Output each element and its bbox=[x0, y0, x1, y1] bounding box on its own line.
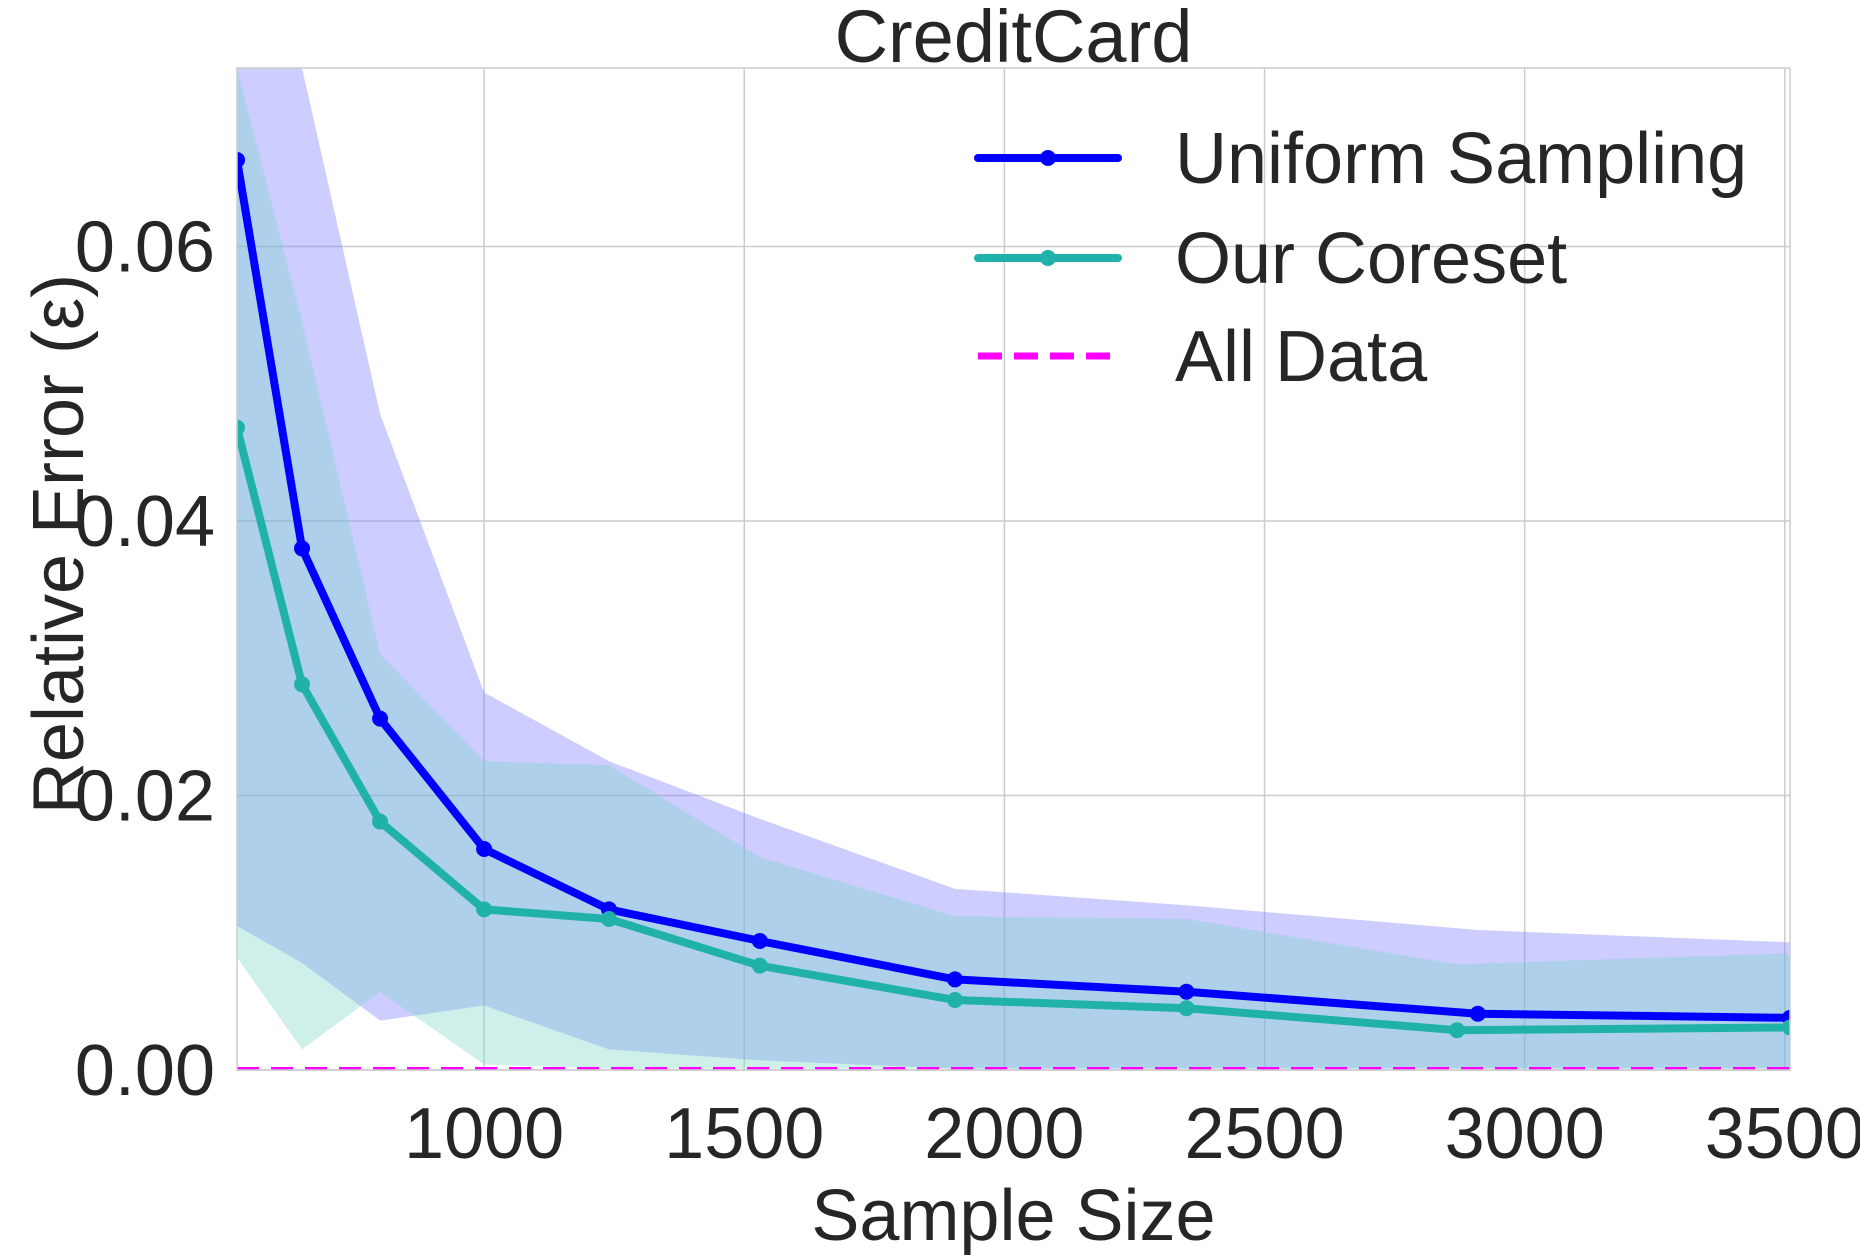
x-tick-labels: 1000 1500 2000 2500 3000 3500 bbox=[404, 1094, 1860, 1174]
y-tick-label: 0.00 bbox=[75, 1031, 215, 1111]
data-point bbox=[946, 971, 963, 988]
data-point bbox=[237, 419, 245, 436]
y-axis-label: Relative Error (ε) bbox=[19, 274, 99, 814]
legend: Uniform Sampling Our Coreset All Data bbox=[974, 119, 1747, 397]
legend-label: Uniform Sampling bbox=[1175, 119, 1747, 199]
data-point bbox=[1178, 1000, 1195, 1017]
data-point bbox=[600, 911, 617, 928]
legend-label: All Data bbox=[1175, 317, 1428, 397]
series-markers bbox=[237, 151, 1790, 1039]
confidence-band bbox=[237, 68, 1790, 1069]
data-point bbox=[1178, 983, 1195, 1000]
x-tick-label: 3000 bbox=[1445, 1094, 1605, 1174]
data-point bbox=[476, 841, 493, 858]
x-axis-label: Sample Size bbox=[811, 1176, 1215, 1255]
data-point bbox=[476, 901, 493, 918]
y-tick-labels: 0.00 0.02 0.04 0.06 bbox=[75, 207, 215, 1111]
series-line bbox=[237, 423, 1790, 1035]
x-tick-label: 3500 bbox=[1705, 1094, 1860, 1174]
legend-marker bbox=[1040, 250, 1056, 266]
plot-frame bbox=[236, 67, 1791, 1071]
data-point bbox=[237, 151, 245, 168]
y-tick-label: 0.04 bbox=[75, 482, 215, 562]
x-tick-label: 1500 bbox=[664, 1094, 824, 1174]
data-point bbox=[1469, 1005, 1486, 1022]
series-lines bbox=[237, 155, 1790, 1070]
y-tick-label: 0.06 bbox=[75, 207, 215, 287]
confidence-bands bbox=[237, 68, 1790, 1069]
data-point bbox=[1782, 1019, 1790, 1036]
legend-label: Our Coreset bbox=[1175, 219, 1567, 299]
chart-title: CreditCard bbox=[835, 0, 1193, 78]
data-point bbox=[372, 813, 389, 830]
x-tick-label: 2000 bbox=[924, 1094, 1084, 1174]
data-point bbox=[751, 932, 768, 949]
legend-marker bbox=[1040, 150, 1056, 166]
series-line bbox=[237, 155, 1790, 1022]
x-tick-label: 1000 bbox=[404, 1094, 564, 1174]
data-point bbox=[1449, 1022, 1466, 1039]
x-tick-label: 2500 bbox=[1184, 1094, 1344, 1174]
confidence-band bbox=[237, 68, 1790, 1069]
data-point bbox=[294, 676, 311, 693]
data-point bbox=[372, 710, 389, 727]
y-tick-label: 0.02 bbox=[75, 756, 215, 836]
data-point bbox=[294, 540, 311, 557]
data-point bbox=[946, 991, 963, 1008]
data-point bbox=[751, 957, 768, 974]
